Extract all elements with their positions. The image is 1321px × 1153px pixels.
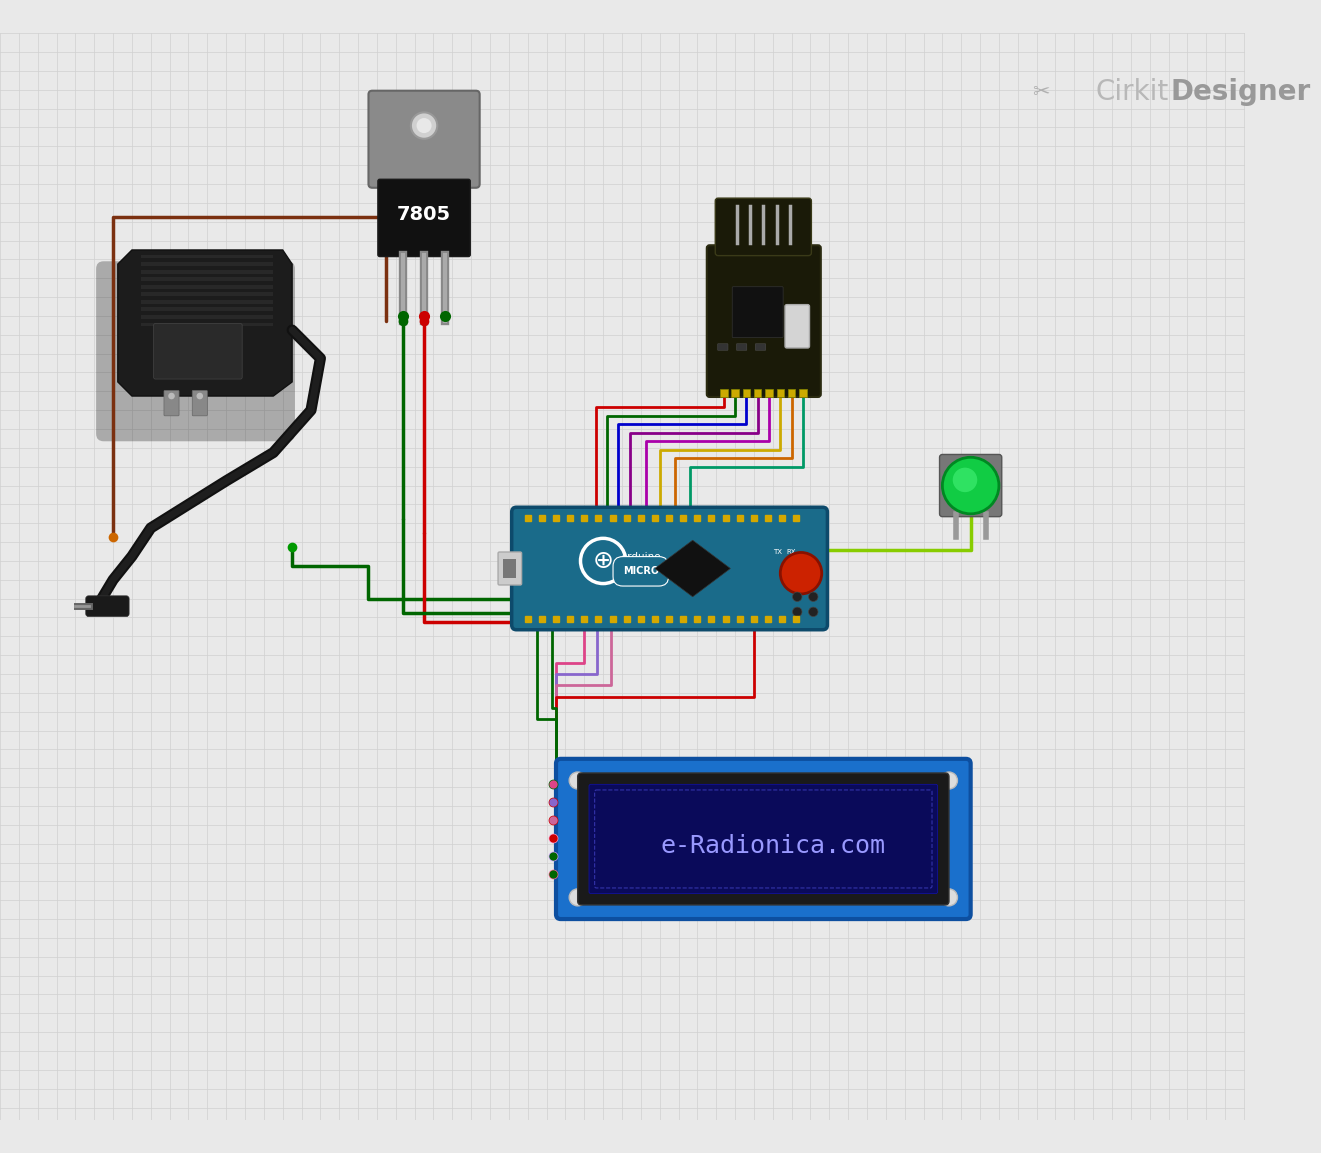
FancyBboxPatch shape: [511, 507, 827, 630]
FancyBboxPatch shape: [589, 784, 938, 894]
FancyBboxPatch shape: [378, 179, 470, 257]
FancyBboxPatch shape: [939, 454, 1001, 517]
Circle shape: [168, 393, 174, 399]
FancyBboxPatch shape: [577, 773, 948, 905]
FancyBboxPatch shape: [369, 91, 480, 188]
Circle shape: [580, 538, 626, 583]
Circle shape: [941, 889, 958, 906]
Polygon shape: [655, 541, 731, 597]
Bar: [799, 390, 807, 397]
Text: Arduino: Arduino: [621, 552, 660, 563]
FancyBboxPatch shape: [556, 759, 971, 919]
FancyBboxPatch shape: [164, 391, 180, 416]
Bar: [777, 390, 785, 397]
Text: 7805: 7805: [398, 204, 452, 224]
Bar: [141, 270, 273, 273]
Text: ⊕: ⊕: [593, 549, 614, 573]
Circle shape: [952, 468, 978, 492]
FancyBboxPatch shape: [756, 344, 766, 351]
Text: e-Radionica.com: e-Radionica.com: [660, 835, 885, 859]
Text: TX: TX: [773, 549, 782, 555]
Bar: [732, 390, 738, 397]
FancyBboxPatch shape: [86, 596, 129, 617]
Bar: [720, 390, 728, 397]
Bar: [141, 285, 273, 288]
Bar: [141, 255, 273, 258]
Text: MICRO: MICRO: [622, 566, 659, 576]
FancyBboxPatch shape: [715, 198, 811, 256]
FancyBboxPatch shape: [732, 287, 783, 338]
Bar: [141, 323, 273, 326]
Circle shape: [942, 458, 999, 514]
Circle shape: [941, 773, 958, 789]
FancyBboxPatch shape: [498, 552, 522, 585]
Circle shape: [569, 773, 587, 789]
Circle shape: [808, 608, 818, 617]
FancyBboxPatch shape: [785, 304, 810, 348]
Circle shape: [808, 591, 818, 602]
Bar: [742, 390, 750, 397]
Bar: [141, 277, 273, 281]
Circle shape: [416, 118, 432, 133]
Bar: [787, 390, 795, 397]
FancyBboxPatch shape: [193, 391, 207, 416]
Bar: [503, 559, 517, 578]
Circle shape: [793, 608, 802, 617]
Bar: [141, 308, 273, 311]
FancyBboxPatch shape: [96, 262, 295, 442]
Text: Designer: Designer: [1170, 77, 1310, 106]
FancyBboxPatch shape: [153, 324, 242, 379]
Polygon shape: [118, 250, 292, 395]
FancyBboxPatch shape: [717, 344, 728, 351]
Bar: [754, 390, 761, 397]
Text: ✂: ✂: [1033, 82, 1050, 101]
Circle shape: [411, 112, 437, 138]
FancyBboxPatch shape: [707, 246, 820, 397]
Bar: [141, 262, 273, 266]
FancyBboxPatch shape: [737, 344, 746, 351]
Circle shape: [781, 552, 822, 594]
Text: RX: RX: [787, 549, 797, 555]
Circle shape: [569, 889, 587, 906]
Bar: [141, 293, 273, 296]
Bar: [141, 300, 273, 303]
Circle shape: [793, 591, 802, 602]
Bar: [765, 390, 773, 397]
Text: Cirkit: Cirkit: [1096, 77, 1169, 106]
Bar: [141, 315, 273, 318]
Circle shape: [197, 393, 203, 399]
